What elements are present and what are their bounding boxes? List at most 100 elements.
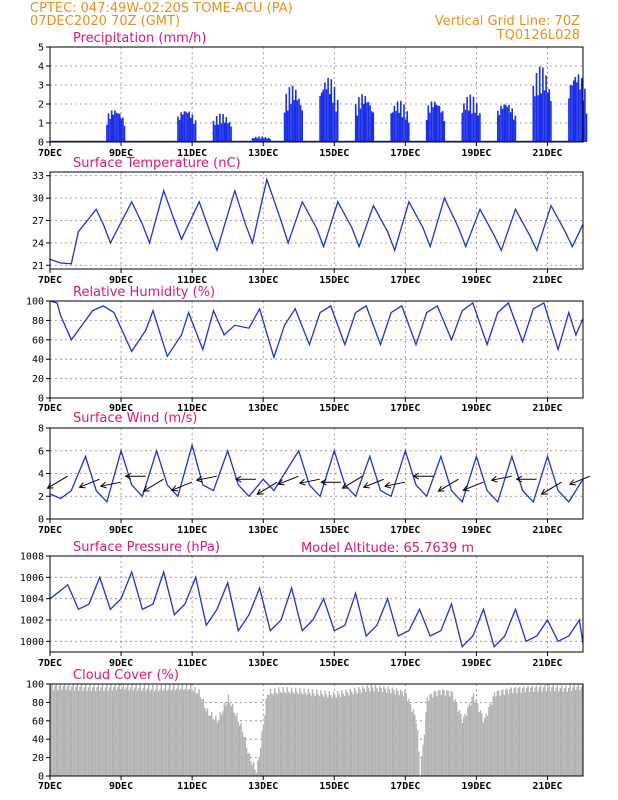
cloud-cover-bar — [258, 756, 260, 776]
precip-bar — [299, 105, 302, 142]
precip-bar — [443, 121, 446, 142]
precip-bar — [182, 114, 184, 142]
cloud-cover-bar — [68, 684, 70, 776]
wind-arrow — [100, 481, 121, 487]
precip-bar — [288, 87, 291, 142]
cloud-cover-bar — [141, 690, 143, 776]
precip-bar — [296, 100, 299, 142]
cloud-cover-bar — [264, 715, 266, 776]
cloud-cover-bar — [519, 686, 521, 776]
cloud-cover-bar — [446, 690, 448, 776]
precip-bar — [215, 116, 218, 142]
x-tick-label: 15DEC — [319, 148, 349, 159]
wind-arrow-head — [142, 485, 150, 492]
y-tick-label: 4 — [38, 469, 44, 480]
cloud-cover-bar — [260, 747, 262, 776]
cloud-cover-bar — [117, 687, 119, 776]
cloud-cover-bar — [328, 691, 330, 776]
cloud-cover-bar — [430, 693, 433, 776]
cloud-cover-bar — [374, 685, 377, 776]
precip-bar — [580, 78, 583, 142]
cloud-cover-bar — [362, 686, 364, 776]
cloud-cover-bar — [432, 697, 434, 776]
cloud-cover-bar — [401, 691, 403, 776]
cloud-cover-bar — [142, 688, 144, 776]
y-tick-label: 1006 — [20, 573, 44, 584]
cloud-cover-bar — [541, 691, 543, 776]
cloud-cover-bar — [76, 684, 78, 776]
precip-bar — [356, 115, 359, 142]
cloud-cover-bar — [125, 687, 127, 776]
precip-bar — [370, 111, 373, 142]
cloud-cover-bar — [524, 692, 526, 776]
wind-arrow — [143, 478, 164, 492]
precip-bar — [497, 110, 499, 142]
precip-bar — [577, 74, 580, 142]
cloud-cover-bar — [405, 693, 407, 776]
wind-arrow-head — [195, 475, 203, 483]
cloud-cover-bar — [379, 685, 381, 776]
cloud-cover-bar — [236, 713, 238, 776]
precip-bar — [283, 112, 286, 142]
cloud-cover-bar — [353, 687, 356, 776]
precip-bar — [225, 117, 228, 142]
precip-bar — [503, 104, 505, 142]
y-tick-label: 60 — [32, 335, 44, 346]
cloud-cover-bar — [503, 694, 505, 776]
cloud-cover-bar — [227, 694, 230, 776]
cloud-cover-bar — [467, 706, 469, 776]
header-date: 07DEC2020 70Z (GMT) — [30, 14, 180, 29]
cloud-cover-bar — [276, 693, 279, 776]
precip-bar — [535, 73, 538, 142]
cloud-cover-bar — [51, 684, 53, 776]
cloud-cover-bar — [324, 690, 326, 776]
cloud-cover-bar — [580, 686, 582, 776]
cloud-cover-bar — [78, 690, 80, 776]
precip-bar — [463, 103, 465, 142]
cloud-cover-bar — [332, 691, 335, 776]
x-tick-label: 11DEC — [177, 781, 207, 792]
x-tick-label: 11DEC — [177, 148, 207, 159]
precip-bar — [230, 126, 232, 142]
precip-bar — [222, 114, 224, 142]
cloud-cover-bar — [92, 687, 94, 776]
precip-bar — [264, 136, 267, 142]
cloud-cover-bar — [327, 697, 329, 776]
wind-arrow-head — [234, 475, 242, 483]
cloud-cover-bar — [192, 691, 195, 776]
precip-bar — [427, 105, 430, 142]
cloud-cover-bar — [275, 692, 277, 776]
x-tick-label: 13DEC — [248, 781, 278, 792]
cloud-cover-bar — [268, 695, 270, 776]
cloud-cover-bar — [369, 691, 371, 776]
cloud-cover-bar — [50, 685, 52, 776]
cloud-cover-bar — [373, 691, 375, 776]
cloud-cover-bar — [412, 709, 414, 776]
cloud-cover-bar — [90, 691, 92, 776]
cloud-cover-bar — [514, 686, 517, 776]
precip-bar — [255, 136, 257, 142]
wind-arrow-head — [170, 485, 178, 492]
cloud-cover-bar — [176, 688, 178, 776]
cloud-cover-bar — [244, 736, 246, 776]
precip-bar — [545, 75, 547, 142]
y-tick-label: 1004 — [20, 594, 44, 605]
precip-bar — [461, 112, 464, 142]
precip-bar — [509, 112, 512, 142]
cloud-cover-bar — [253, 761, 255, 776]
cloud-cover-bar — [367, 687, 370, 776]
wind-arrow — [363, 478, 384, 488]
cloud-cover-bar — [66, 686, 69, 776]
cloud-cover-bar — [171, 688, 174, 776]
precip-bar — [538, 66, 541, 142]
cloud-cover-bar — [188, 688, 190, 776]
y-tick-label: 2 — [38, 492, 44, 503]
panel-frame — [49, 683, 584, 777]
precip-bar — [437, 105, 439, 142]
precip-bar — [513, 119, 515, 142]
cloud-cover-bar — [80, 684, 83, 776]
wind-arrow-head — [341, 482, 349, 489]
precip-bar — [542, 67, 544, 142]
y-tick-label: 1008 — [20, 552, 44, 563]
